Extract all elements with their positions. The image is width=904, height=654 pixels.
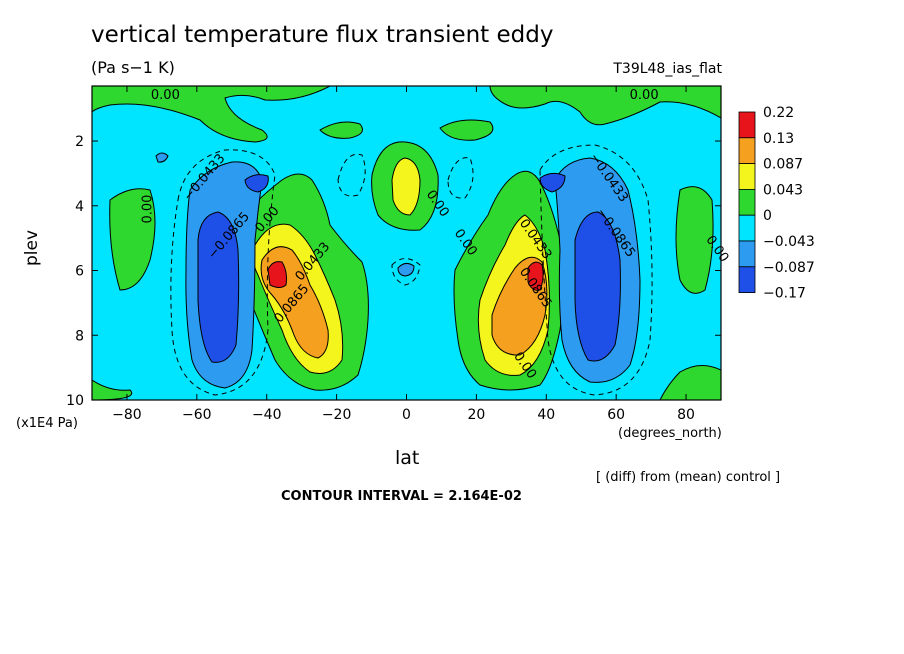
colorbar-label: 0 — [763, 208, 772, 224]
colorbar-label: −0.17 — [763, 286, 806, 302]
sh-dark-top — [244, 174, 269, 193]
colorbar-label: −0.043 — [763, 234, 815, 250]
nh-dark-top — [539, 172, 566, 193]
equator-yellow — [391, 157, 421, 216]
top-left-green — [92, 86, 331, 143]
colorbar-swatch — [738, 188, 756, 216]
colorbar-label: 0.043 — [763, 182, 803, 198]
contour-label: 0.00 — [630, 88, 659, 103]
equator-blue — [397, 262, 415, 277]
x-tick-label: −20 — [322, 407, 352, 423]
y-tick-label: 2 — [75, 134, 84, 150]
x-tick-label: 80 — [677, 407, 695, 423]
colorbar-label: 0.22 — [763, 105, 794, 121]
colorbar: 0.22 0.13 0.087 0.043 0 −0.043 −0.087 −0.17 — [738, 105, 815, 302]
colorbar-label: 0.13 — [763, 131, 794, 147]
contour-label: 0.00 — [151, 88, 180, 103]
colorbar-swatch — [738, 240, 756, 268]
top-mid2-green — [439, 119, 494, 141]
colorbar-swatch — [738, 111, 756, 139]
run-label: T39L48_ias_flat — [613, 61, 722, 77]
sh-dark — [197, 211, 240, 363]
x-axis-unit: (degrees_north) — [618, 426, 722, 441]
sh-red — [267, 261, 287, 288]
negative-contours — [170, 144, 653, 396]
colorbar-swatch — [738, 137, 756, 165]
colorbar-swatch — [738, 214, 756, 242]
x-tick-label: −80 — [112, 407, 142, 423]
x-tick-label: 20 — [467, 407, 485, 423]
y-tick-label: 4 — [75, 199, 84, 215]
bottom-right-green — [659, 365, 721, 400]
y-tick-label: 8 — [75, 328, 84, 344]
field-positive-max — [267, 261, 544, 291]
left-band-green — [109, 188, 156, 291]
nh-red — [527, 261, 544, 291]
contour-interval: CONTOUR INTERVAL = 2.164E-02 — [281, 489, 522, 504]
colorbar-label: −0.087 — [763, 260, 815, 276]
contour-label: 0.00 — [140, 195, 155, 224]
diff-note: [ (diff) from (mean) control ] — [596, 470, 781, 485]
nh-dark — [574, 211, 621, 362]
y-axis-ticks: 2 4 6 8 10 — [66, 134, 721, 409]
colorbar-swatch — [738, 266, 756, 293]
chart-title: vertical temperature flux transient eddy — [91, 22, 554, 48]
chart-units: (Pa s−1 K) — [91, 58, 175, 77]
x-tick-label: 40 — [537, 407, 555, 423]
colorbar-label: 0.087 — [763, 157, 803, 173]
field-negative-max — [197, 172, 621, 363]
tiny-blue-left — [155, 152, 169, 163]
right-band-green — [675, 186, 714, 294]
y-tick-label: 6 — [75, 264, 84, 280]
x-axis-label: lat — [395, 447, 420, 469]
y-tick-label: 10 — [66, 393, 84, 409]
x-axis-ticks: −80 −60 −40 −20 0 20 40 60 80 — [112, 86, 695, 423]
top-mid-green — [319, 121, 363, 139]
y-axis-unit: (x1E4 Pa) — [16, 416, 78, 431]
x-tick-label: −60 — [182, 407, 212, 423]
top-right-green — [489, 86, 721, 126]
x-tick-label: 60 — [607, 407, 625, 423]
x-tick-label: 0 — [402, 407, 411, 423]
colorbar-swatch — [738, 163, 756, 190]
x-tick-label: −40 — [252, 407, 282, 423]
